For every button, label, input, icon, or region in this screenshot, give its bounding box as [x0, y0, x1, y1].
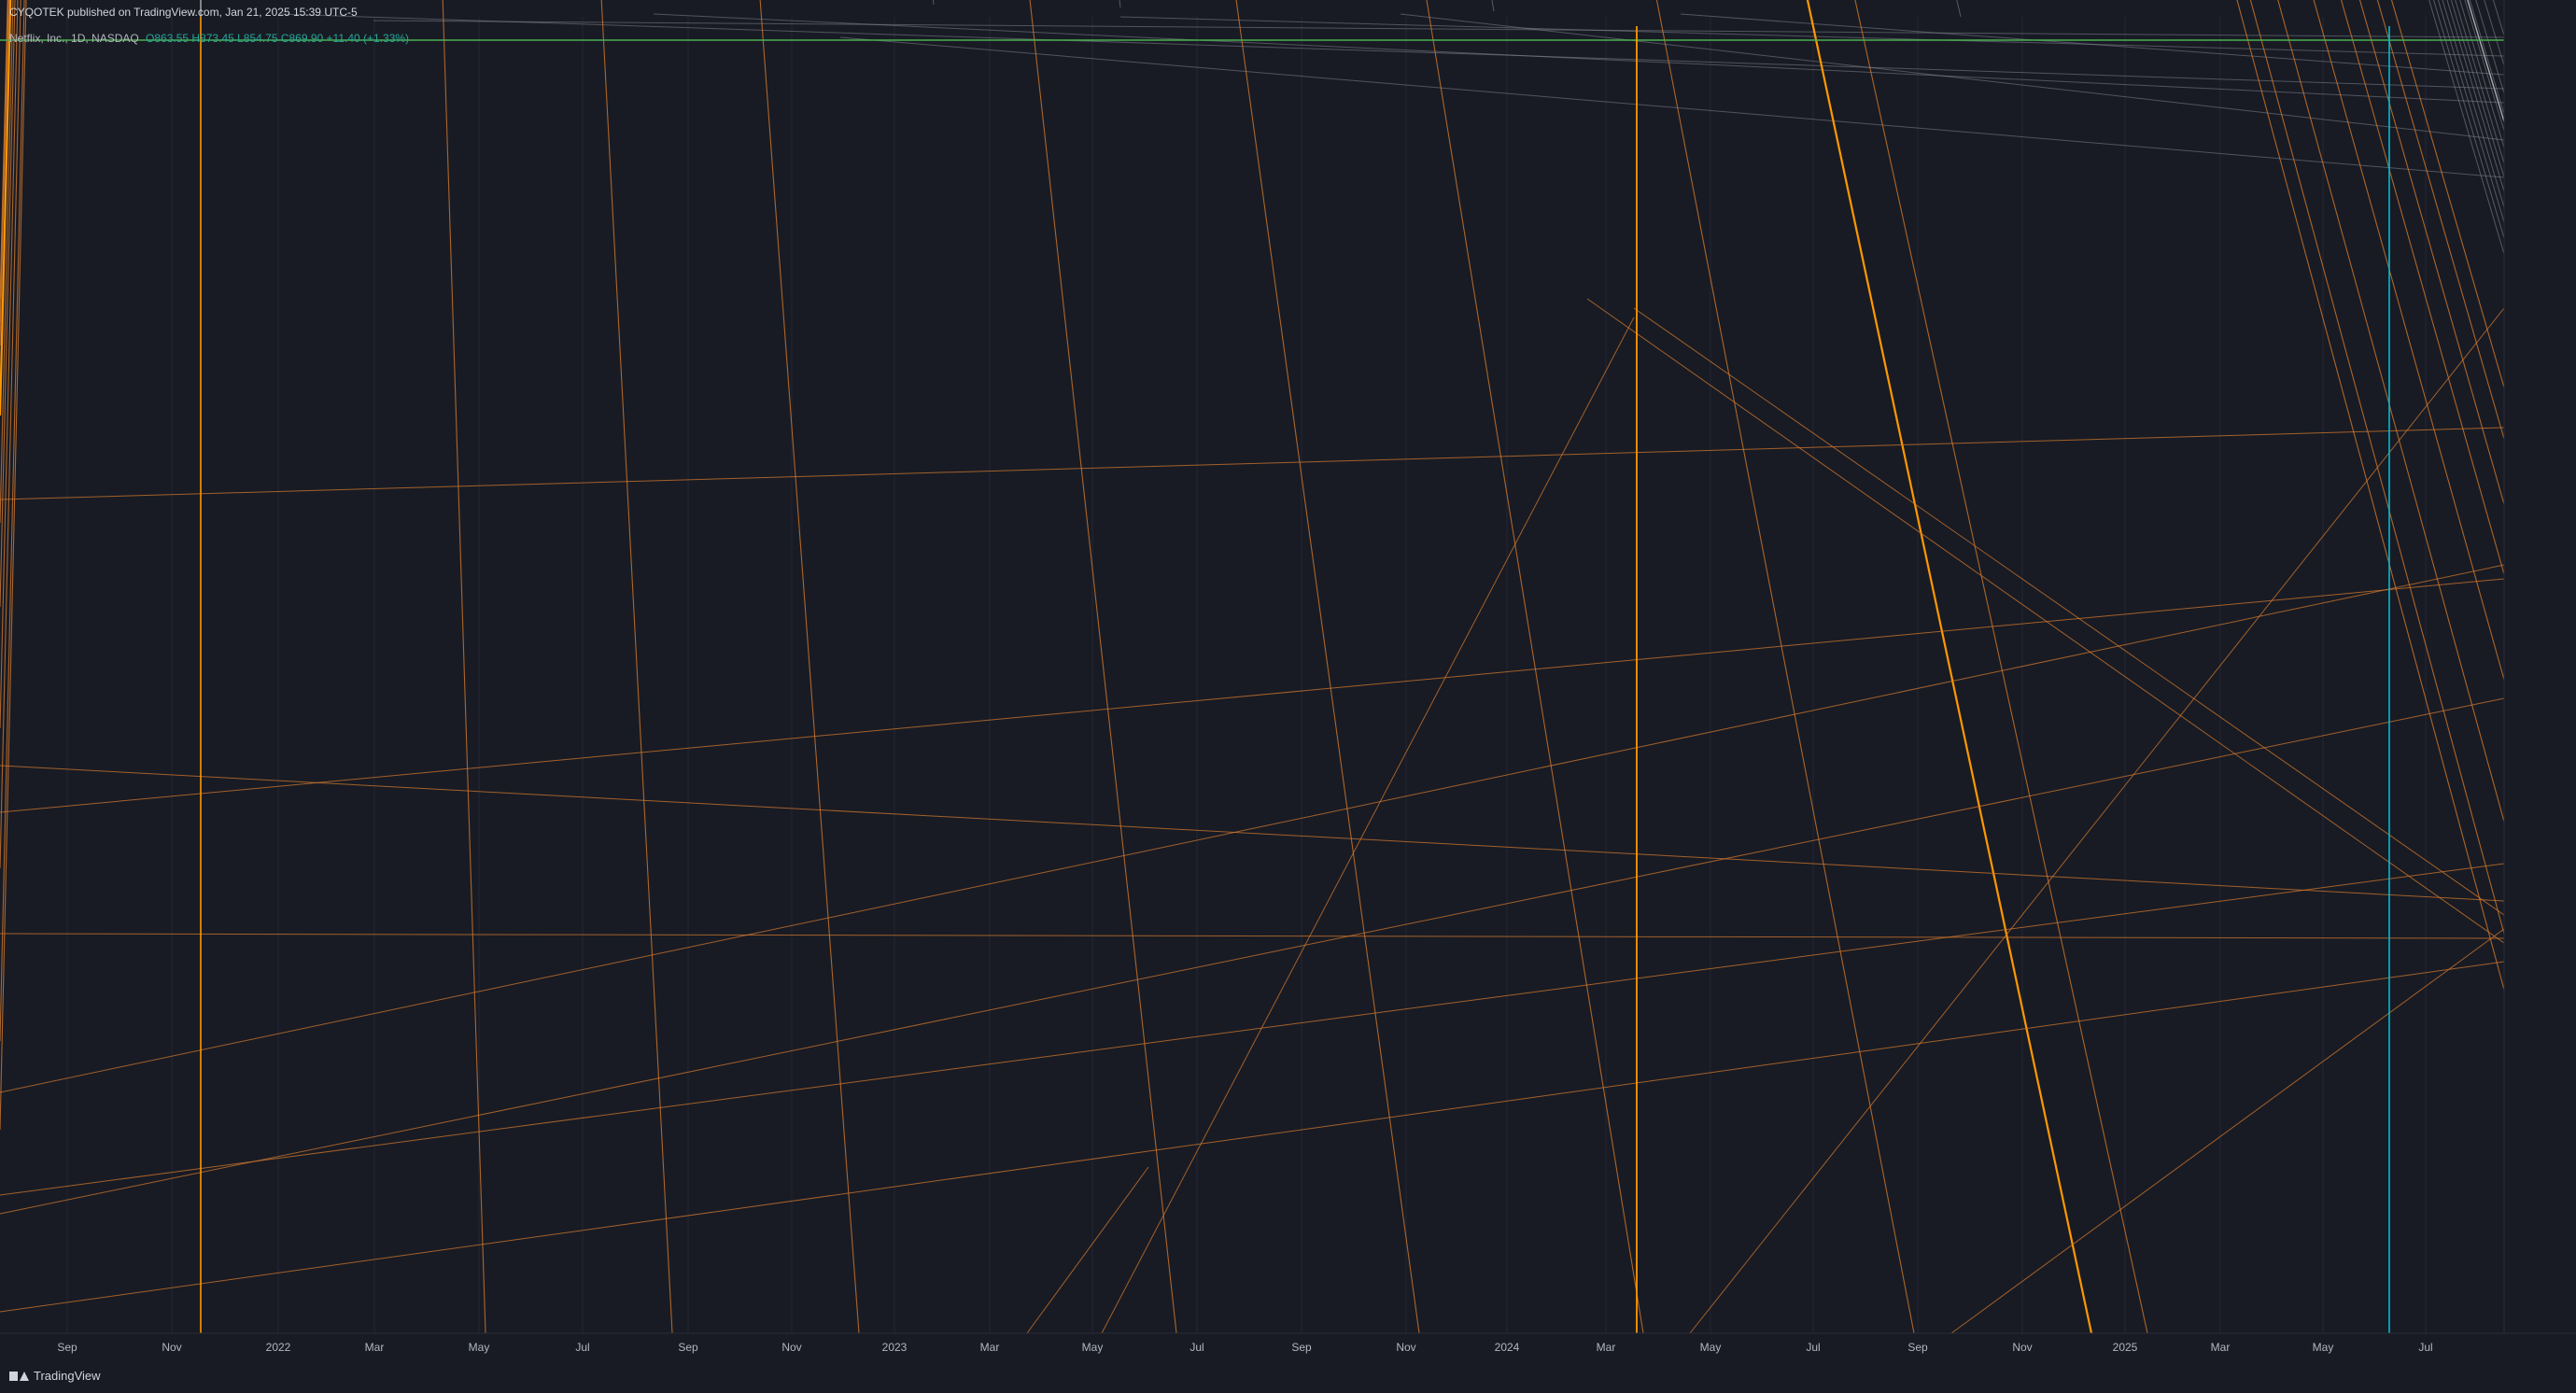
- trend-line: [1101, 317, 1635, 1334]
- x-tick-label: Mar: [365, 1341, 385, 1354]
- trend-line: [373, 20, 2505, 38]
- tradingview-logo-icon: [9, 1371, 29, 1381]
- x-tick-label: Jul: [2418, 1341, 2432, 1354]
- ohlc-values: O863.55 H873.45 L854.75 C869.90 +11.40 (…: [146, 32, 410, 45]
- trend-line: [0, 427, 2505, 500]
- trend-line: [1689, 307, 2505, 1334]
- tradingview-brand: TradingView: [34, 1369, 101, 1383]
- trend-line: [1950, 928, 2505, 1334]
- symbol-legend: Netflix, Inc., 1D, NASDAQ O863.55 H873.4…: [9, 32, 409, 45]
- x-tick-label: Sep: [57, 1341, 77, 1354]
- trend-line: [1026, 1166, 1149, 1334]
- trend-line: [0, 765, 2505, 902]
- x-tick-label: May: [469, 1341, 490, 1354]
- trend-line: [1119, 16, 2505, 57]
- trend-line: [0, 933, 2505, 939]
- x-tick-label: Sep: [1907, 1341, 1928, 1354]
- x-tick-label: 2024: [1495, 1341, 1520, 1354]
- x-tick-label: 2023: [882, 1341, 908, 1354]
- x-tick-label: Nov: [781, 1341, 801, 1354]
- trend-line: [1680, 13, 2505, 76]
- x-tick-label: Sep: [1291, 1341, 1312, 1354]
- x-tick-label: 2022: [266, 1341, 291, 1354]
- trend-line: [653, 13, 2505, 104]
- x-tick-label: Nov: [162, 1341, 181, 1354]
- x-tick-label: Mar: [980, 1341, 1000, 1354]
- trend-line: [1633, 307, 2505, 916]
- publisher-line: CYQOTEK published on TradingView.com, Ja…: [9, 6, 358, 19]
- symbol-name: Netflix, Inc., 1D, NASDAQ: [9, 32, 139, 45]
- tradingview-logo[interactable]: TradingView: [9, 1369, 101, 1383]
- x-tick-label: Jul: [575, 1341, 589, 1354]
- x-tick-label: May: [1700, 1341, 1722, 1354]
- trend-line: [839, 36, 2505, 178]
- x-tick-label: Mar: [1597, 1341, 1616, 1354]
- trend-line: [0, 961, 2505, 1313]
- trend-line: [0, 697, 2505, 1215]
- x-tick-label: Jul: [1806, 1341, 1820, 1354]
- trend-line: [0, 564, 2505, 1093]
- x-tick-label: Nov: [2012, 1341, 2032, 1354]
- trend-line: [0, 578, 2505, 813]
- x-tick-label: Sep: [678, 1341, 698, 1354]
- trend-line: [0, 863, 2505, 1196]
- x-tick-label: May: [2313, 1341, 2334, 1354]
- x-tick-label: Mar: [2211, 1341, 2231, 1354]
- x-tick-label: Jul: [1189, 1341, 1204, 1354]
- x-tick-label: Nov: [1396, 1341, 1415, 1354]
- trend-line: [1586, 298, 2505, 944]
- trend-line: [279, 13, 2505, 90]
- x-tick-label: 2025: [2113, 1341, 2138, 1354]
- x-tick-label: May: [1082, 1341, 1104, 1354]
- trend-line: [1400, 13, 2505, 141]
